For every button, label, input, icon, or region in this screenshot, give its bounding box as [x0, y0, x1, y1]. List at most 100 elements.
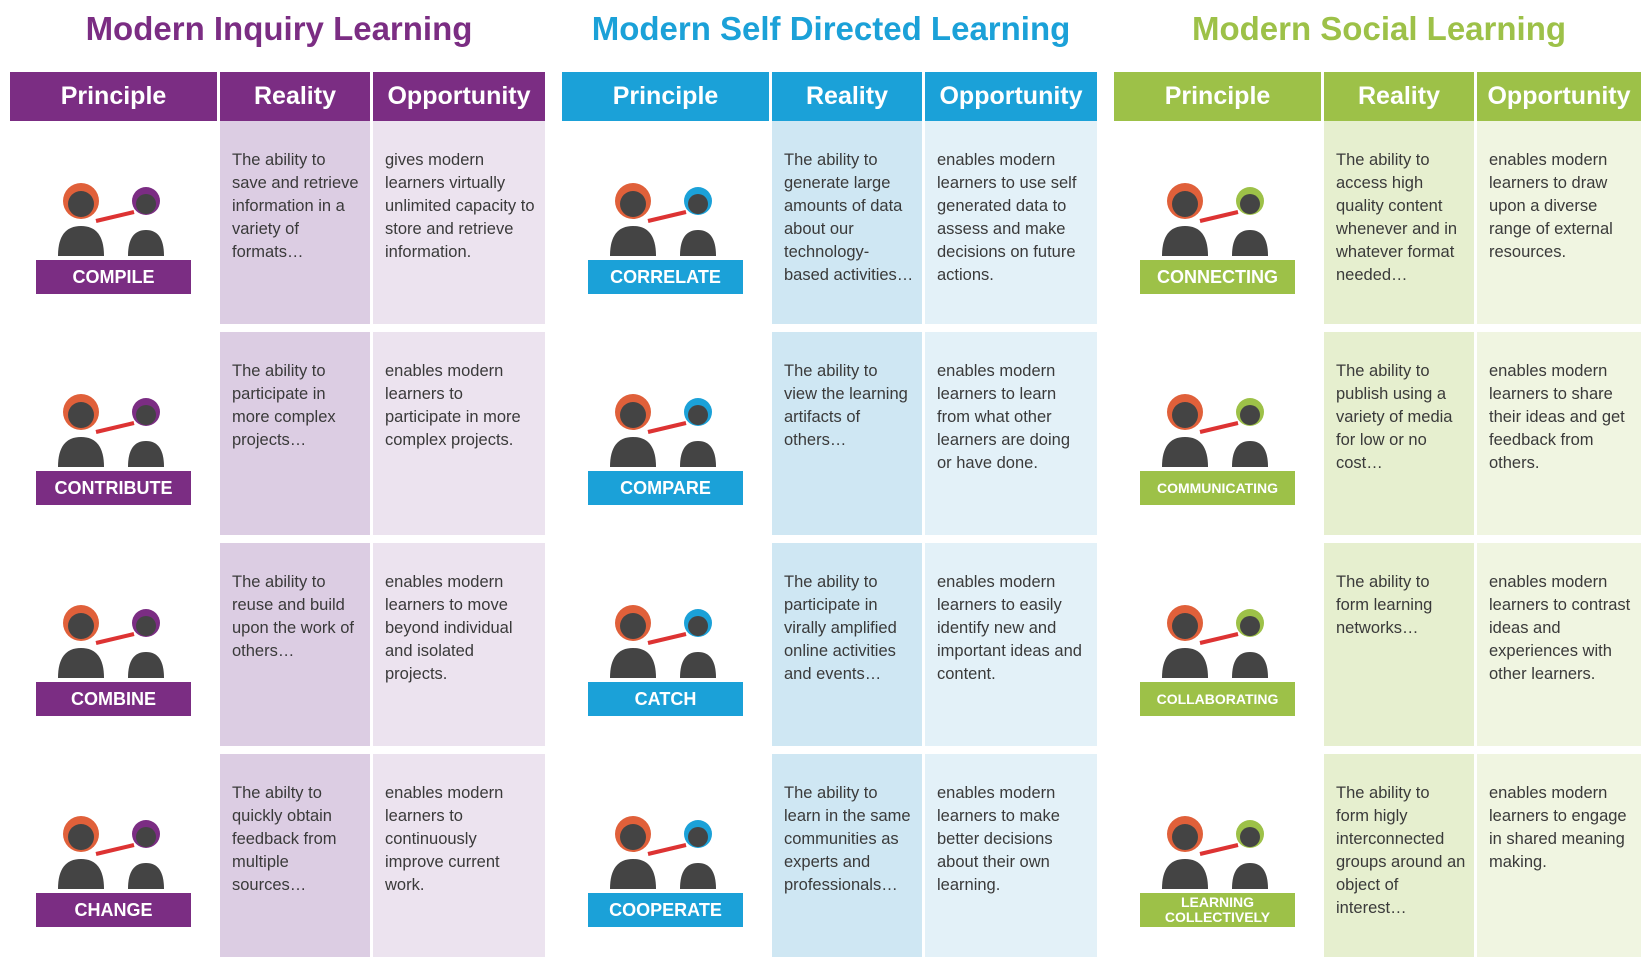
principle-label: COMMUNICATING — [1140, 471, 1295, 505]
principle-label: LEARNING COLLECTIVELY — [1140, 893, 1295, 927]
column-header: Reality — [772, 72, 925, 121]
icon — [58, 816, 164, 889]
opportunity-text: gives modern learners virtually unlimite… — [385, 151, 535, 261]
icon — [1162, 605, 1268, 678]
reality-text: The ability to reuse and build upon the … — [232, 573, 354, 660]
icon — [610, 605, 716, 678]
column-header: Principle — [562, 72, 772, 121]
opportunity-text: enables modern learners to engage in sha… — [1489, 784, 1627, 871]
reality-cell: The ability to save and retrieve informa… — [220, 121, 373, 332]
principle-cell: CATCH — [562, 543, 772, 754]
opportunity-cell: enables modern learners to continuously … — [373, 754, 548, 957]
opportunity-cell: enables modern learners to use self gene… — [925, 121, 1100, 332]
opportunity-cell: enables modern learners to easily identi… — [925, 543, 1100, 754]
opportunity-text: enables modern learners to draw upon a d… — [1489, 151, 1613, 261]
section-title: Modern Self Directed Learning — [591, 10, 1071, 47]
column-header: Principle — [1114, 72, 1324, 121]
column-header: Opportunity — [1477, 72, 1644, 121]
principle-label: COLLABORATING — [1140, 682, 1295, 716]
opportunity-text: enables modern learners to move beyond i… — [385, 573, 513, 683]
opportunity-text: enables modern learners to continuously … — [385, 784, 504, 894]
principle-cell: CONNECTING — [1114, 121, 1324, 332]
reality-cell: The ability to publish using a variety o… — [1324, 332, 1477, 543]
reality-cell: The abilty to quickly obtain feedback fr… — [220, 754, 373, 957]
principle-label: COMPILE — [36, 260, 191, 294]
principle-label: COMBINE — [36, 682, 191, 716]
column-header: Opportunity — [925, 72, 1100, 121]
icon — [1162, 183, 1268, 256]
principle-label: CHANGE — [36, 893, 191, 927]
principle-cell: COLLABORATING — [1114, 543, 1324, 754]
reality-text: The ability to generate large amounts of… — [784, 151, 914, 284]
principle-label: CONNECTING — [1140, 260, 1295, 294]
section-title: Modern Inquiry Learning — [85, 10, 473, 47]
opportunity-text: enables modern learners to easily identi… — [937, 573, 1082, 683]
icon — [58, 183, 164, 256]
opportunity-cell: enables modern learners to learn from wh… — [925, 332, 1100, 543]
opportunity-text: enables modern learners to use self gene… — [937, 151, 1077, 284]
section: Modern Social Learning Principle Reality Op… — [1114, 0, 1644, 957]
reality-cell: The ability to form higly interconnected… — [1324, 754, 1477, 957]
reality-text: The abilty to quickly obtain feedback fr… — [232, 784, 337, 894]
opportunity-text: enables modern learners to learn from wh… — [937, 362, 1070, 472]
reality-cell: The ability to learn in the same communi… — [772, 754, 925, 957]
principle-label: CATCH — [588, 682, 743, 716]
icon — [58, 394, 164, 467]
icon — [1162, 816, 1268, 889]
opportunity-cell: enables modern learners to make better d… — [925, 754, 1100, 957]
principle-cell: COMBINE — [10, 543, 220, 754]
reality-text: The ability to view the learning artifac… — [784, 362, 908, 449]
opportunity-text: enables modern learners to participate i… — [385, 362, 521, 449]
opportunity-text: enables modern learners to contrast idea… — [1489, 573, 1631, 683]
reality-cell: The ability to generate large amounts of… — [772, 121, 925, 332]
icon — [610, 816, 716, 889]
reality-cell: The ability to view the learning artifac… — [772, 332, 925, 543]
icon — [58, 605, 164, 678]
principle-cell: COOPERATE — [562, 754, 772, 957]
reality-text: The ability to form higly interconnected… — [1336, 784, 1466, 917]
principle-label: CORRELATE — [588, 260, 743, 294]
principle-cell: COMPILE — [10, 121, 220, 332]
icon — [610, 394, 716, 467]
reality-cell: The ability to participate in more compl… — [220, 332, 373, 543]
principle-cell: CHANGE — [10, 754, 220, 957]
opportunity-cell: enables modern learners to share their i… — [1477, 332, 1644, 543]
section: Modern Inquiry Learning Principle Reality O… — [10, 0, 548, 957]
opportunity-cell: gives modern learners virtually unlimite… — [373, 121, 548, 332]
reality-cell: The ability to access high quality conte… — [1324, 121, 1477, 332]
principle-label: CONTRIBUTE — [36, 471, 191, 505]
reality-text: The ability to participate in virally am… — [784, 573, 897, 683]
reality-cell: The ability to reuse and build upon the … — [220, 543, 373, 754]
principle-cell: COMPARE — [562, 332, 772, 543]
principle-label: COMPARE — [588, 471, 743, 505]
opportunity-cell: enables modern learners to draw upon a d… — [1477, 121, 1644, 332]
opportunity-cell: enables modern learners to contrast idea… — [1477, 543, 1644, 754]
reality-cell: The ability to form learning networks… — [1324, 543, 1477, 754]
opportunity-text: enables modern learners to make better d… — [937, 784, 1060, 894]
principle-cell: CONTRIBUTE — [10, 332, 220, 543]
reality-text: The ability to save and retrieve informa… — [232, 151, 359, 261]
reality-text: The ability to publish using a variety o… — [1336, 362, 1453, 472]
reality-text: The ability to participate in more compl… — [232, 362, 336, 449]
principle-cell: LEARNING COLLECTIVELY — [1114, 754, 1324, 957]
column-header: Opportunity — [373, 72, 548, 121]
reality-text: The ability to learn in the same communi… — [784, 784, 911, 894]
principle-cell: CORRELATE — [562, 121, 772, 332]
principle-label: COOPERATE — [588, 893, 743, 927]
section: Modern Self Directed Learning Principle Re… — [562, 0, 1100, 957]
column-header: Reality — [1324, 72, 1477, 121]
opportunity-cell: enables modern learners to participate i… — [373, 332, 548, 543]
icon — [610, 183, 716, 256]
opportunity-cell: enables modern learners to move beyond i… — [373, 543, 548, 754]
opportunity-cell: enables modern learners to engage in sha… — [1477, 754, 1644, 957]
column-header: Principle — [10, 72, 220, 121]
reality-text: The ability to form learning networks… — [1336, 573, 1433, 637]
opportunity-text: enables modern learners to share their i… — [1489, 362, 1625, 472]
icon — [1162, 394, 1268, 467]
principle-cell: COMMUNICATING — [1114, 332, 1324, 543]
reality-cell: The ability to participate in virally am… — [772, 543, 925, 754]
column-header: Reality — [220, 72, 373, 121]
section-title: Modern Social Learning — [1191, 10, 1567, 47]
reality-text: The ability to access high quality conte… — [1336, 151, 1458, 284]
